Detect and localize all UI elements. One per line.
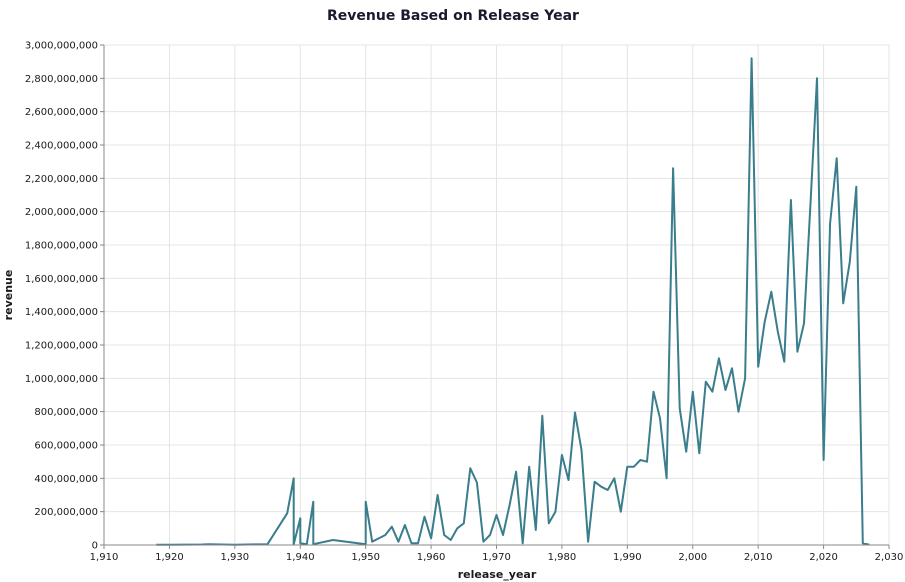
- x-tick-label: 1,990: [613, 552, 642, 563]
- y-tick-label: 1,000,000,000: [25, 374, 98, 385]
- series-layer: [156, 57, 870, 546]
- x-tick-label: 1,930: [221, 552, 250, 563]
- x-tick-label: 2,020: [809, 552, 838, 563]
- revenue-series-line: [156, 57, 870, 546]
- y-tick-label: 1,800,000,000: [25, 241, 98, 252]
- x-tick-label: 1,910: [90, 552, 119, 563]
- x-tick-label: 2,010: [744, 552, 773, 563]
- y-tick-label: 400,000,000: [34, 474, 98, 485]
- x-tick-label: 1,940: [286, 552, 315, 563]
- x-axis-ticks: 1,910 1,920 1,930 1,940 1,950 1,960 1,970 1,980…: [90, 545, 904, 563]
- x-tick-label: 2,030: [875, 552, 904, 563]
- y-tick-label: 2,200,000,000: [25, 174, 98, 185]
- x-tick-label: 1,970: [482, 552, 511, 563]
- y-tick-label: 3,000,000,000: [25, 41, 98, 52]
- y-tick-label: 1,400,000,000: [25, 307, 98, 318]
- y-tick-label: 0: [92, 541, 98, 552]
- y-axis-title: revenue: [2, 270, 15, 321]
- x-tick-label: 1,980: [548, 552, 577, 563]
- x-tick-label: 1,950: [351, 552, 380, 563]
- y-tick-label: 2,800,000,000: [25, 74, 98, 85]
- x-tick-label: 2,000: [678, 552, 707, 563]
- y-axis-ticks: 0 200,000,000 400,000,000 600,000,000 800,00…: [25, 41, 104, 552]
- x-tick-label: 1,960: [417, 552, 446, 563]
- y-tick-label: 800,000,000: [34, 407, 98, 418]
- y-tick-label: 200,000,000: [34, 507, 98, 518]
- x-axis-title: release_year: [458, 568, 537, 581]
- y-tick-label: 1,200,000,000: [25, 341, 98, 352]
- x-tick-label: 1,920: [155, 552, 184, 563]
- y-tick-label: 600,000,000: [34, 441, 98, 452]
- y-tick-label: 2,000,000,000: [25, 207, 98, 218]
- y-tick-label: 2,600,000,000: [25, 107, 98, 118]
- chart-title: Revenue Based on Release Year: [327, 8, 579, 24]
- y-tick-label: 1,600,000,000: [25, 274, 98, 285]
- y-tick-label: 2,400,000,000: [25, 141, 98, 152]
